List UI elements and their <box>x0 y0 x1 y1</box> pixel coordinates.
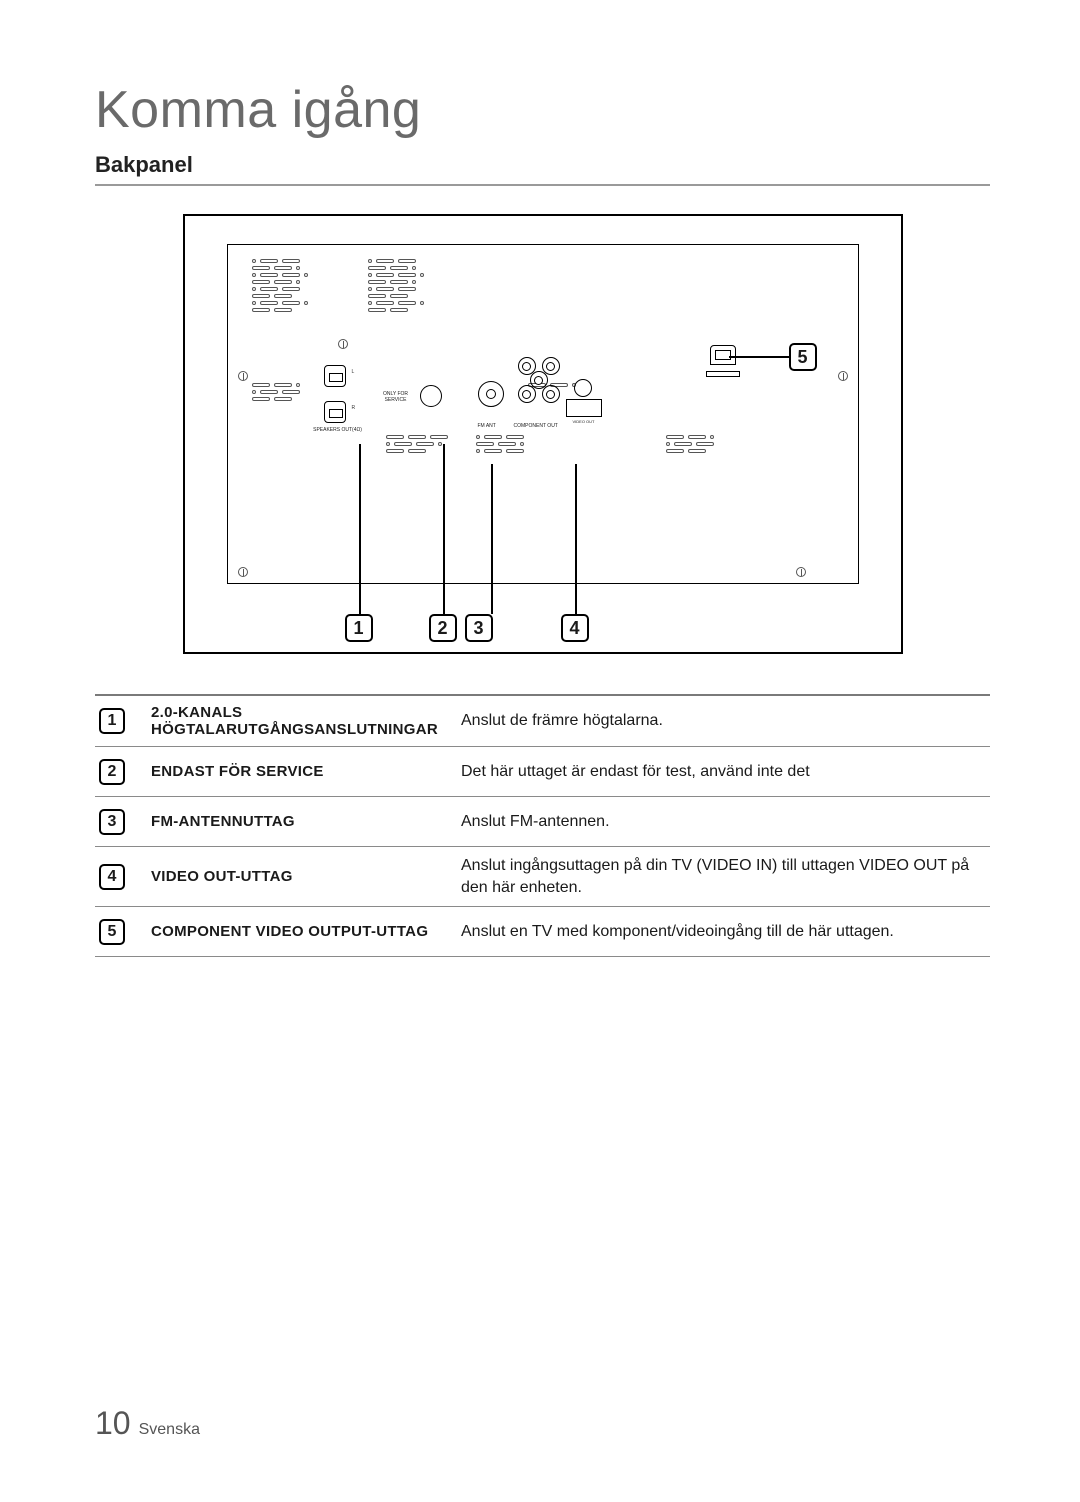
video-box-icon <box>566 399 602 417</box>
row-number: 1 <box>99 708 125 734</box>
rca-port-icon <box>542 385 560 403</box>
service-port-icon <box>420 385 442 407</box>
callout-line <box>575 464 577 614</box>
page-number: 10 <box>95 1405 131 1442</box>
vents-icon <box>666 435 714 453</box>
label-service: ONLY FOR SERVICE <box>376 391 416 403</box>
vents-icon <box>386 435 448 453</box>
row-desc: Anslut en TV med komponent/videoingång t… <box>461 921 990 943</box>
row-label: VIDEO OUT-UTTAG <box>151 868 461 885</box>
label-fm: FM ANT <box>478 423 496 429</box>
callout-number: 2 <box>429 614 457 642</box>
page-language: Svenska <box>139 1421 200 1439</box>
callout-line <box>359 444 361 614</box>
diagram-container: L R SPEAKERS OUT(4Ω) ONLY FOR SERVICE FM… <box>95 214 990 654</box>
label-l: L <box>352 369 355 375</box>
row-number: 2 <box>99 759 125 785</box>
fm-port-icon <box>478 381 504 407</box>
callout-number: 5 <box>789 343 817 371</box>
rca-port-icon <box>518 385 536 403</box>
table-row: 5 COMPONENT VIDEO OUTPUT-UTTAG Anslut en… <box>95 907 990 957</box>
screw-icon <box>338 339 348 349</box>
row-desc: Anslut de främre högtalarna. <box>461 710 990 732</box>
row-desc: Det här uttaget är endast för test, anvä… <box>461 761 990 783</box>
row-number: 3 <box>99 809 125 835</box>
callout-line <box>491 464 493 614</box>
vents-icon <box>476 435 524 453</box>
callout-line <box>443 444 445 614</box>
callout-line <box>729 356 789 358</box>
row-label: 2.0-KANALS HÖGTALARUTGÅNGSANSLUTNINGAR <box>151 704 461 738</box>
row-number: 5 <box>99 919 125 945</box>
label-speakers: SPEAKERS OUT(4Ω) <box>308 427 368 433</box>
legend-table: 1 2.0-KANALS HÖGTALARUTGÅNGSANSLUTNINGAR… <box>95 694 990 957</box>
row-desc: Anslut FM-antennen. <box>461 811 990 833</box>
screw-icon <box>238 567 248 577</box>
section-subtitle: Bakpanel <box>95 152 990 186</box>
row-label: FM-ANTENNUTTAG <box>151 813 461 830</box>
speaker-port-icon <box>324 401 346 423</box>
panel-outline: L R SPEAKERS OUT(4Ω) ONLY FOR SERVICE FM… <box>227 244 859 584</box>
page-footer: 10 Svenska <box>95 1405 200 1442</box>
vents-icon <box>368 259 424 312</box>
vents-icon <box>252 383 300 401</box>
speaker-port-icon <box>324 365 346 387</box>
label-component: COMPONENT OUT <box>514 423 558 429</box>
screw-icon <box>796 567 806 577</box>
rca-port-icon <box>530 371 548 389</box>
table-row: 3 FM-ANTENNUTTAG Anslut FM-antennen. <box>95 797 990 847</box>
row-label: ENDAST FÖR SERVICE <box>151 763 461 780</box>
row-label: COMPONENT VIDEO OUTPUT-UTTAG <box>151 923 461 940</box>
aux-slot-icon <box>706 371 740 377</box>
page-title: Komma igång <box>95 80 990 140</box>
callout-number: 1 <box>345 614 373 642</box>
table-row: 4 VIDEO OUT-UTTAG Anslut ingångsuttagen … <box>95 847 990 907</box>
table-row: 2 ENDAST FÖR SERVICE Det här uttaget är … <box>95 747 990 797</box>
rear-panel-diagram: L R SPEAKERS OUT(4Ω) ONLY FOR SERVICE FM… <box>183 214 903 654</box>
label-video: VIDEO OUT <box>566 419 602 424</box>
callout-number: 3 <box>465 614 493 642</box>
table-row: 1 2.0-KANALS HÖGTALARUTGÅNGSANSLUTNINGAR… <box>95 696 990 747</box>
callout-number: 4 <box>561 614 589 642</box>
row-desc: Anslut ingångsuttagen på din TV (VIDEO I… <box>461 855 990 898</box>
aux-port-icon <box>710 345 736 365</box>
row-number: 4 <box>99 864 125 890</box>
video-port-icon <box>574 379 592 397</box>
label-r: R <box>352 405 356 411</box>
screw-icon <box>238 371 248 381</box>
vents-icon <box>252 259 308 312</box>
screw-icon <box>838 371 848 381</box>
